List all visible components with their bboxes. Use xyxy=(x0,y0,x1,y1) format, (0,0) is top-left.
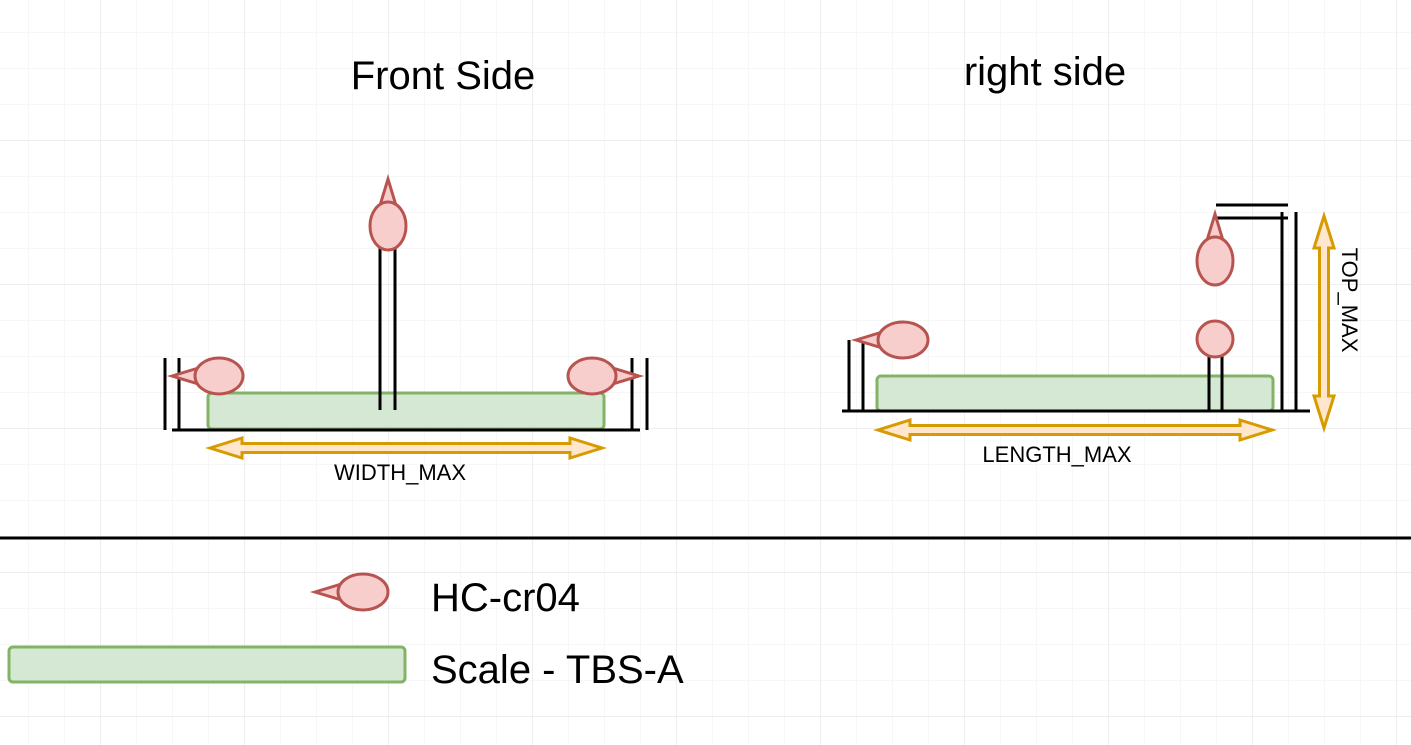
front-left-sensor-icon xyxy=(166,356,245,396)
width-max-arrow xyxy=(204,435,608,461)
front-right-sensor-icon xyxy=(566,356,645,396)
top-max-arrow xyxy=(1311,210,1337,434)
legend-sensor-label: HC-cr04 xyxy=(431,576,580,620)
front-side-view: Front Side WIDTH_MAX xyxy=(163,54,649,485)
legend-scale-label: Scale - TBS-A xyxy=(431,648,684,692)
length-max-arrow xyxy=(872,417,1278,443)
front-top-sensor-icon xyxy=(368,173,408,252)
right-scale-platform xyxy=(875,374,1275,413)
front-scale-platform xyxy=(206,391,606,431)
right-side-view: right side LENGTH_MAX xyxy=(842,50,1362,467)
right-top-sensor-icon xyxy=(1195,208,1235,287)
top-max-label: TOP_MAX xyxy=(1337,248,1362,353)
right-lower-sensor-icon xyxy=(1195,319,1235,359)
width-max-label: WIDTH_MAX xyxy=(334,460,466,485)
legend: HC-cr04 Scale - TBS-A xyxy=(7,572,684,692)
right-side-title: right side xyxy=(964,50,1126,94)
front-side-title: Front Side xyxy=(351,54,536,98)
right-left-sensor-icon xyxy=(850,320,930,360)
legend-scale-swatch xyxy=(7,645,407,684)
length-max-label: LENGTH_MAX xyxy=(982,442,1131,467)
legend-sensor-icon xyxy=(309,572,390,612)
